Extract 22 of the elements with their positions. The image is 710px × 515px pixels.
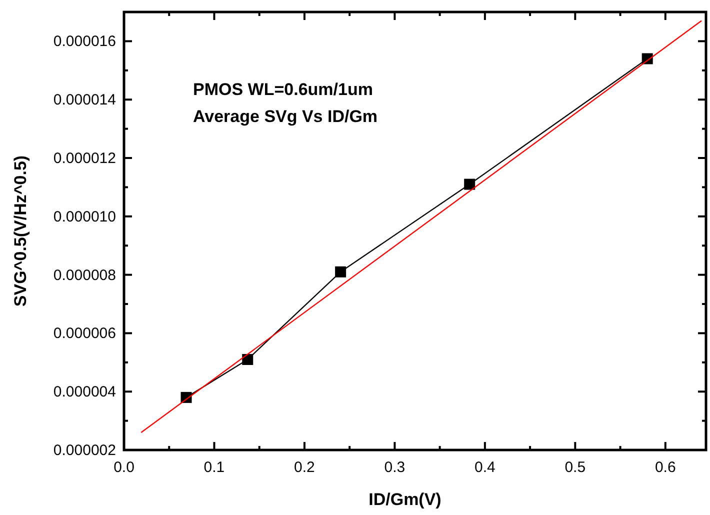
y-tick-label: 0.000016	[53, 33, 116, 50]
y-tick-label: 0.000002	[53, 442, 116, 459]
x-tick-label: 0.0	[114, 459, 134, 476]
x-tick-label: 0.6	[654, 459, 676, 476]
x-axis-title: ID/Gm(V)	[368, 490, 442, 509]
y-tick-label: 0.000004	[53, 384, 116, 401]
y-tick-label: 0.000010	[53, 208, 116, 226]
x-tick-label: 0.1	[204, 459, 225, 476]
y-tick-label: 0.000008	[53, 266, 116, 284]
x-tick-label: 0.3	[384, 459, 406, 476]
y-tick-label: 0.000006	[53, 325, 116, 342]
annotation: PMOS WL=0.6um/1um	[193, 80, 373, 99]
x-tick-label: 0.5	[564, 459, 586, 476]
point	[335, 266, 346, 278]
y-tick-label: 0.000014	[53, 92, 116, 109]
annotation: Average SVg Vs ID/Gm	[193, 107, 378, 126]
point	[464, 178, 476, 190]
y-axis-title: SVG^0.5(V/Hz^0.5)	[11, 155, 30, 307]
x-tick-label: 0.4	[474, 459, 496, 476]
x-tick-label: 0.2	[294, 459, 315, 476]
y-tick-label: 0.000012	[53, 150, 116, 167]
point	[242, 354, 254, 365]
